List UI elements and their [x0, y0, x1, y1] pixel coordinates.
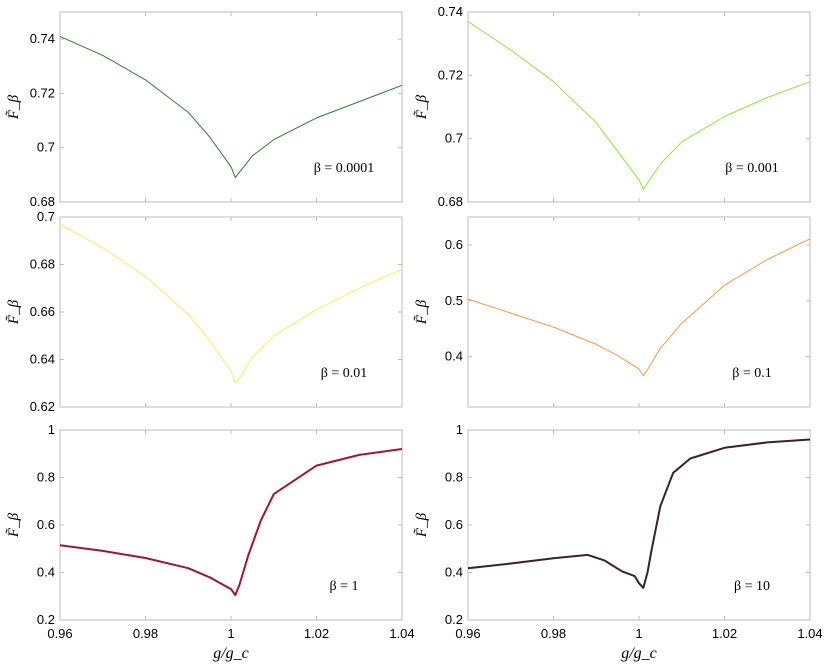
y-tick-label: 0.4	[445, 565, 463, 580]
beta-annotation: β = 0.001	[725, 161, 779, 176]
y-tick-label: 1	[48, 422, 55, 437]
y-tick-label: 0.72	[438, 67, 463, 82]
panel-4: 0.4 0.5 0.6 F̃_β β = 0.1	[414, 216, 811, 408]
y-tick-label: 0.4	[445, 349, 463, 364]
x-tick-label: 1	[227, 626, 234, 641]
series-line	[467, 21, 811, 190]
x-tick-label: 0.98	[133, 626, 158, 641]
y-tick-label: 0.62	[30, 399, 55, 414]
beta-annotation: β = 0.01	[321, 366, 368, 381]
x-tick-label: 1.02	[712, 626, 737, 641]
y-tick-label: 0.68	[30, 194, 55, 209]
y-tick-label: 0.6	[37, 517, 55, 532]
x-tick-label: 1.04	[797, 626, 822, 641]
panel-5: 0.96 0.98 1 1.02 1.04 0.2 0.4 0.6 0.8 1 F̃_β g/g_c β…	[6, 422, 415, 662]
y-tick-label: 0.5	[445, 293, 463, 308]
x-tick-label: 0.96	[455, 626, 480, 641]
y-tick-label: 0.74	[30, 31, 55, 46]
beta-annotation: β = 0.1	[732, 366, 772, 381]
y-tick-label: 0.74	[438, 4, 463, 19]
y-tick-label: 0.7	[37, 140, 55, 155]
beta-annotation: β = 1	[329, 579, 358, 594]
y-axis-label: F̃_β	[6, 299, 22, 325]
y-tick-label: 0.66	[30, 304, 55, 319]
y-tick-label: 0.4	[37, 565, 55, 580]
series-line	[59, 448, 403, 597]
panel-2: 0.68 0.7 0.72 0.74 F̃_β β = 0.001	[414, 4, 811, 209]
series-line	[467, 438, 811, 589]
y-tick-label: 0.2	[445, 612, 463, 627]
series-line	[467, 238, 811, 377]
y-axis-label: F̃_β	[6, 94, 22, 120]
y-tick-label: 0.8	[37, 470, 55, 485]
x-axis-label: g/g_c	[213, 645, 249, 662]
y-tick-label: 0.68	[438, 194, 463, 209]
panel-6: 0.96 0.98 1 1.02 1.04 0.2 0.4 0.6 0.8 1 F̃_β g/g_c β…	[414, 422, 823, 662]
y-tick-label: 0.8	[445, 470, 463, 485]
y-tick-label: 0.72	[30, 85, 55, 100]
series-line	[59, 223, 403, 384]
x-axis-label: g/g_c	[621, 645, 657, 662]
y-axis-label: F̃_β	[6, 512, 22, 538]
beta-annotation: β = 10	[734, 579, 770, 594]
y-tick-label: 0.68	[30, 257, 55, 272]
y-axis-label: F̃_β	[414, 94, 430, 120]
y-axis-label: F̃_β	[414, 512, 430, 538]
panel-1: 0.68 0.7 0.72 0.74 F̃_β β = 0.0001	[6, 11, 403, 209]
y-tick-label: 0.6	[445, 517, 463, 532]
x-tick-label: 1.04	[389, 626, 414, 641]
x-tick-label: 0.98	[541, 626, 566, 641]
y-axis-label: F̃_β	[414, 299, 430, 325]
y-tick-label: 0.64	[30, 352, 55, 367]
y-tick-label: 0.7	[445, 131, 463, 146]
beta-annotation: β = 0.0001	[314, 161, 375, 176]
series-line	[59, 35, 403, 179]
y-tick-label: 0.2	[37, 612, 55, 627]
x-tick-label: 0.96	[47, 626, 72, 641]
x-tick-label: 1	[635, 626, 642, 641]
x-tick-label: 1.02	[304, 626, 329, 641]
y-tick-label: 1	[456, 422, 463, 437]
panel-3: 0.62 0.64 0.66 0.68 0.7 F̃_β β = 0.01	[6, 209, 403, 414]
y-tick-label: 0.7	[37, 209, 55, 224]
y-tick-label: 0.6	[445, 237, 463, 252]
